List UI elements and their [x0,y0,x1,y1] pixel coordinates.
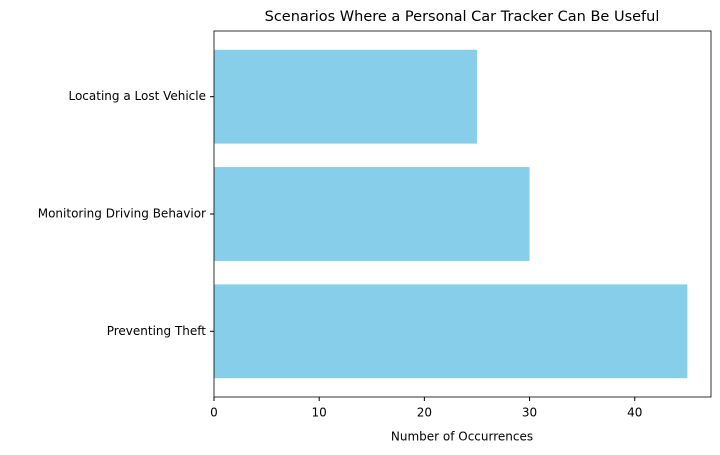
x-tick-label: 20 [417,406,432,420]
x-tick-label: 40 [627,406,642,420]
bar [214,284,688,379]
y-tick-label: Locating a Lost Vehicle [68,89,206,103]
bar [214,167,530,261]
x-tick-label: 30 [522,406,537,420]
x-axis-label: Number of Occurrences [391,430,533,444]
axes-frame [213,30,712,398]
x-tick-label: 0 [210,406,218,420]
y-tick-label: Monitoring Driving Behavior [38,207,206,221]
x-tick-label: 10 [312,406,327,420]
y-tick-label: Preventing Theft [107,324,207,338]
bar [214,49,477,144]
chart-title: Scenarios Where a Personal Car Tracker C… [265,9,660,25]
